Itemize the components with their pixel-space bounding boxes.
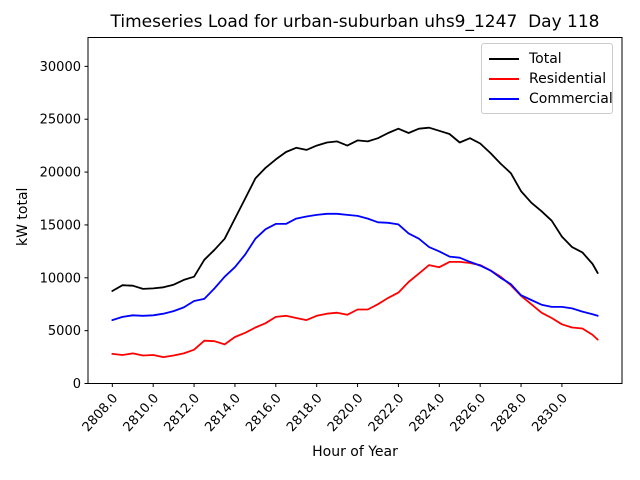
x-tick-label: 2810.0 [121,391,163,435]
series-line-total [111,126,599,292]
legend-label: Total [529,51,562,67]
x-tick-label: 2814.0 [202,391,244,435]
legend-entry-residential: Residential [489,69,608,89]
y-axis-label: kW total [15,187,31,246]
x-axis-label: Hour of Year [312,444,398,460]
x-tick-label: 2828.0 [488,391,530,435]
y-tick-label: 20000 [40,166,81,181]
y-tick-label: 15000 [40,218,81,233]
x-tick-label: 2818.0 [284,391,326,435]
series-line-commercial [111,212,599,322]
y-tick-label: 30000 [40,60,81,75]
legend-label: Residential [529,71,607,87]
legend-label: Commercial [529,91,613,107]
y-tick-label: 10000 [40,271,81,286]
x-tick-label: 2816.0 [243,391,285,435]
x-tick-label: 2812.0 [161,391,203,435]
total-line-swatch [489,58,519,60]
y-tick-label: 25000 [40,113,81,128]
x-tick-label: 2820.0 [325,391,367,435]
series-line-residential [111,260,599,359]
legend-entry-total: Total [489,49,608,69]
x-tick-label: 2824.0 [407,391,449,435]
x-tick-label: 2826.0 [448,391,490,435]
commercial-line-swatch [489,98,519,100]
y-tick-label: 5000 [48,324,81,339]
axes-frame [87,37,623,384]
legend-entry-commercial: Commercial [489,89,613,109]
y-tick-label: 0 [73,377,81,392]
chart-title: Timeseries Load for urban-suburban uhs9_… [110,12,600,32]
legend: Total Residential Commercial [481,43,613,114]
residential-line-swatch [489,78,519,80]
x-tick-label: 2822.0 [366,391,408,435]
x-tick-label: 2830.0 [529,391,571,435]
x-tick-label: 2808.0 [80,391,122,435]
